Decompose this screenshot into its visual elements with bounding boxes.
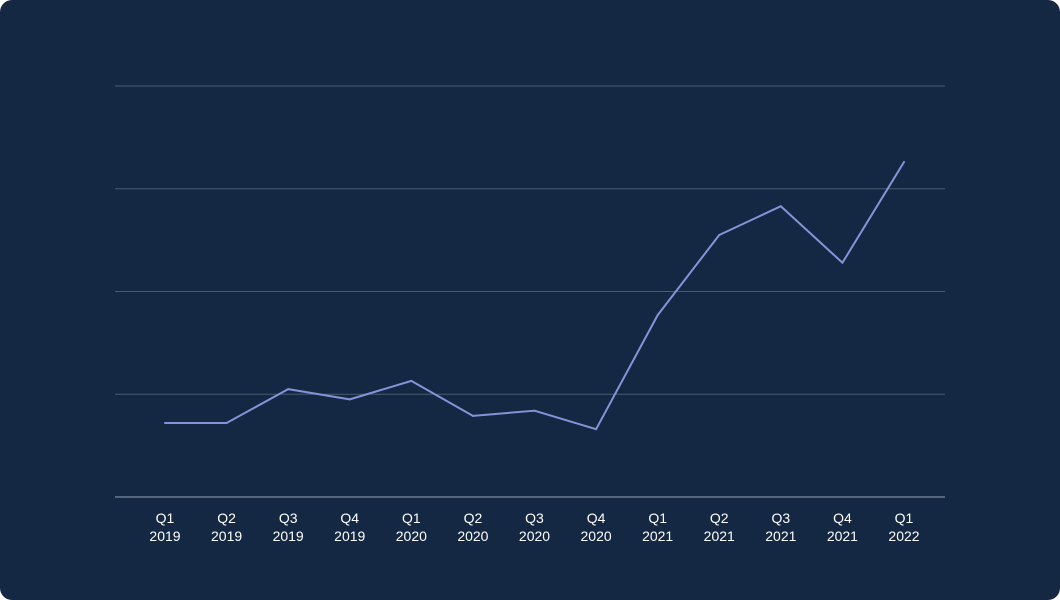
- x-tick-label-line: 2021: [827, 528, 858, 544]
- data-point-1: [225, 422, 228, 425]
- x-tick-label-line: Q4: [587, 510, 606, 526]
- x-tick-label-2: Q3 2019: [273, 510, 304, 544]
- series-line-0: [165, 161, 905, 431]
- data-point-2: [287, 388, 290, 391]
- x-tick-label-11: Q4 2021: [827, 510, 858, 544]
- x-tick-label-line: Q3: [771, 510, 790, 526]
- x-tick-label-line: 2021: [642, 528, 673, 544]
- data-point-12: [903, 161, 905, 164]
- series-layer: [164, 161, 905, 431]
- data-point-11: [841, 261, 844, 264]
- x-tick-label-line: Q4: [340, 510, 359, 526]
- x-tick-label-line: 2020: [457, 528, 488, 544]
- x-tick-label-line: Q2: [710, 510, 729, 526]
- x-tick-label-line: Q3: [279, 510, 298, 526]
- x-tick-labels: Q1 2019 Q2 2019 Q3 2019 Q4 2019 Q1 2020 Q2 2020 Q3 20…: [149, 510, 919, 544]
- x-tick-label-8: Q1 2021: [642, 510, 673, 544]
- x-tick-label-line: 2020: [396, 528, 427, 544]
- x-tick-label-line: Q1: [648, 510, 667, 526]
- data-point-8: [656, 314, 659, 317]
- x-tick-label-line: 2020: [519, 528, 550, 544]
- x-tick-label-line: 2020: [581, 528, 612, 544]
- data-point-7: [595, 428, 598, 431]
- x-tick-label-line: 2019: [211, 528, 242, 544]
- data-point-5: [471, 414, 474, 417]
- x-tick-label-line: Q1: [402, 510, 421, 526]
- x-tick-label-line: Q2: [464, 510, 483, 526]
- data-point-10: [779, 205, 782, 208]
- x-tick-label-4: Q1 2020: [396, 510, 427, 544]
- x-tick-label-9: Q2 2021: [704, 510, 735, 544]
- x-tick-label-line: Q2: [217, 510, 236, 526]
- x-tick-label-line: 2019: [273, 528, 304, 544]
- data-point-9: [718, 233, 721, 236]
- x-tick-label-6: Q3 2020: [519, 510, 550, 544]
- gridlines: [115, 85, 945, 498]
- x-tick-label-line: 2019: [149, 528, 180, 544]
- data-point-3: [348, 398, 351, 401]
- x-tick-label-1: Q2 2019: [211, 510, 242, 544]
- data-point-0: [164, 422, 166, 425]
- x-tick-label-line: 2022: [888, 528, 919, 544]
- x-tick-label-7: Q4 2020: [581, 510, 612, 544]
- data-point-6: [533, 409, 536, 412]
- x-tick-label-line: 2021: [765, 528, 796, 544]
- x-tick-label-line: Q1: [156, 510, 175, 526]
- x-tick-label-line: 2021: [704, 528, 735, 544]
- x-tick-label-0: Q1 2019: [149, 510, 180, 544]
- x-tick-label-line: 2019: [334, 528, 365, 544]
- x-tick-label-line: Q1: [895, 510, 914, 526]
- x-tick-label-3: Q4 2019: [334, 510, 365, 544]
- x-tick-label-line: Q3: [525, 510, 544, 526]
- x-tick-label-5: Q2 2020: [457, 510, 488, 544]
- x-tick-label-10: Q3 2021: [765, 510, 796, 544]
- x-tick-label-line: Q4: [833, 510, 852, 526]
- x-tick-label-12: Q1 2022: [888, 510, 919, 544]
- data-point-4: [410, 379, 413, 382]
